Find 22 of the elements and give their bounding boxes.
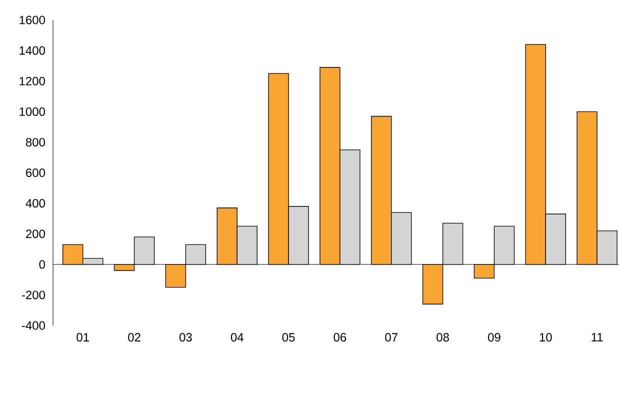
- y-tick-label: 400: [26, 199, 46, 208]
- x-tick-label: 02: [128, 333, 140, 342]
- y-tick-label: 200: [26, 230, 46, 238]
- x-tick-label: 09: [488, 333, 500, 342]
- y-tick-label: 1000: [20, 108, 46, 116]
- y-tick-label: 0: [39, 260, 46, 269]
- y-tick-label: 1400: [20, 46, 46, 56]
- y-tick-label: -400: [22, 321, 46, 330]
- y-tick-label: 800: [26, 138, 46, 147]
- x-tick-label: 07: [385, 333, 398, 342]
- y-tick-label: 600: [26, 168, 46, 178]
- y-tick-label: 1600: [20, 16, 46, 24]
- x-tick-label: 05: [282, 333, 295, 342]
- x-tick-label: 03: [179, 333, 192, 342]
- x-tick-label: 04: [230, 333, 244, 342]
- x-tick-label: 08: [436, 333, 449, 342]
- x-tick-label: 01: [76, 333, 89, 342]
- y-tick-label: 1200: [20, 77, 46, 86]
- y-tick-label: -200: [22, 290, 46, 300]
- x-tick-label: 11: [592, 333, 603, 342]
- x-tick-label: 10: [540, 333, 552, 342]
- x-tick-label: 06: [334, 333, 346, 342]
